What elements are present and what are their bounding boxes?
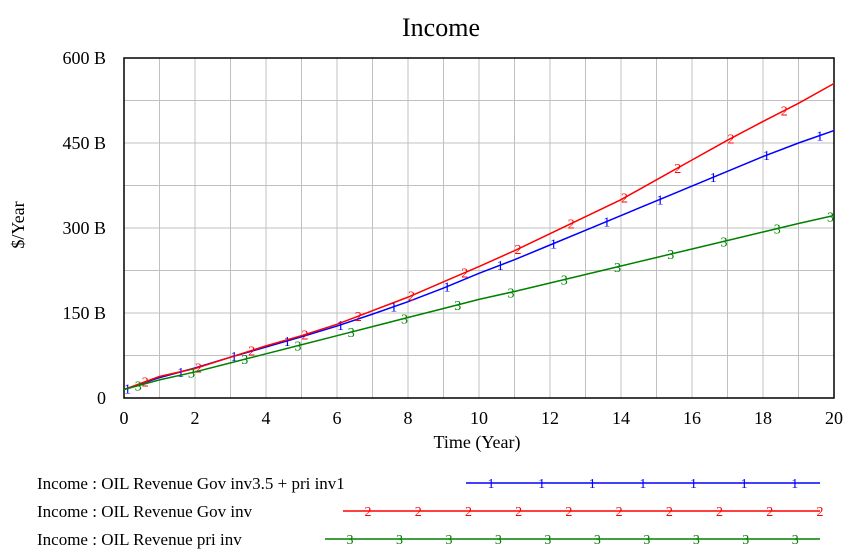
series-marker-1: 1 — [231, 350, 238, 365]
series-marker-3: 3 — [188, 367, 195, 382]
series-marker-3: 3 — [348, 326, 355, 341]
legend-marker: 2 — [515, 505, 522, 520]
x-tick-label: 20 — [825, 408, 843, 428]
legend-marker: 1 — [589, 477, 596, 492]
legend-marker: 2 — [666, 505, 673, 520]
x-tick-label: 10 — [470, 408, 488, 428]
legend-marker: 2 — [365, 505, 372, 520]
legend-marker: 3 — [693, 533, 700, 548]
series-marker-2: 2 — [195, 361, 202, 376]
series-marker-1: 1 — [657, 193, 664, 208]
legend-label: Income : OIL Revenue pri inv — [37, 530, 242, 549]
series-marker-1: 1 — [603, 215, 610, 230]
series-marker-1: 1 — [710, 171, 717, 186]
grid — [124, 58, 834, 398]
legend-label: Income : OIL Revenue Gov inv — [37, 502, 253, 521]
y-tick-label: 600 B — [62, 48, 106, 68]
legend-marker: 2 — [415, 505, 422, 520]
series-marker-2: 2 — [515, 243, 522, 258]
x-tick-label: 4 — [262, 408, 271, 428]
legend: Income : OIL Revenue Gov inv3.5 + pri in… — [37, 474, 824, 549]
legend-marker: 3 — [742, 533, 749, 548]
legend-marker: 3 — [396, 533, 403, 548]
legend-marker: 3 — [544, 533, 551, 548]
legend-marker: 2 — [817, 505, 824, 520]
x-tick-label: 0 — [120, 408, 129, 428]
series-layer: 1111111111111122222222222223333333333333… — [123, 82, 835, 397]
legend-marker: 3 — [643, 533, 650, 548]
series-marker-1: 1 — [177, 366, 184, 381]
series-marker-1: 1 — [816, 130, 823, 145]
legend-marker: 1 — [488, 477, 495, 492]
x-tick-label: 16 — [683, 408, 701, 428]
series-marker-2: 2 — [248, 344, 255, 359]
legend-marker: 3 — [594, 533, 601, 548]
legend-marker: 3 — [347, 533, 354, 548]
legend-marker: 2 — [766, 505, 773, 520]
legend-marker: 1 — [791, 477, 798, 492]
legend-marker: 3 — [495, 533, 502, 548]
plot-frame — [123, 57, 835, 399]
series-marker-1: 1 — [337, 319, 344, 334]
legend-marker: 2 — [565, 505, 572, 520]
y-tick-label: 300 B — [62, 218, 106, 238]
legend-marker: 3 — [445, 533, 452, 548]
series-marker-1: 1 — [550, 238, 557, 253]
series-marker-2: 2 — [781, 105, 788, 120]
series-line-2 — [123, 82, 835, 391]
series-marker-1: 1 — [763, 149, 770, 164]
x-axis: 0 2 4 6 8 10 12 14 16 18 20 — [120, 408, 844, 428]
series-marker-1: 1 — [497, 259, 504, 274]
y-tick-label: 0 — [97, 388, 106, 408]
legend-marker: 2 — [465, 505, 472, 520]
y-axis-label: $/Year — [8, 201, 28, 248]
series-marker-1: 1 — [390, 301, 397, 316]
series-marker-3: 3 — [135, 380, 142, 395]
series-marker-3: 3 — [720, 235, 727, 250]
series-marker-3: 3 — [401, 312, 408, 327]
legend-marker: 2 — [616, 505, 623, 520]
chart-title: Income — [402, 13, 480, 42]
series-marker-3: 3 — [241, 353, 248, 368]
legend-marker: 2 — [716, 505, 723, 520]
series-marker-1: 1 — [124, 382, 131, 397]
series-marker-2: 2 — [621, 192, 628, 207]
x-axis-label: Time (Year) — [433, 432, 520, 453]
x-tick-label: 6 — [333, 408, 342, 428]
series-marker-2: 2 — [461, 267, 468, 282]
series-marker-3: 3 — [507, 286, 514, 301]
series-marker-3: 3 — [667, 248, 674, 263]
series-marker-2: 2 — [568, 217, 575, 232]
series-marker-3: 3 — [294, 340, 301, 355]
legend-label: Income : OIL Revenue Gov inv3.5 + pri in… — [37, 474, 345, 493]
series-marker-2: 2 — [674, 162, 681, 177]
legend-marker: 1 — [741, 477, 748, 492]
y-axis: 0 150 B 300 B 450 B 600 B — [62, 48, 106, 408]
series-marker-2: 2 — [728, 132, 735, 147]
series-marker-2: 2 — [302, 329, 309, 344]
series-marker-3: 3 — [561, 274, 568, 289]
series-marker-3: 3 — [774, 223, 781, 238]
x-tick-label: 14 — [612, 408, 630, 428]
x-tick-label: 8 — [404, 408, 413, 428]
series-marker-1: 1 — [444, 281, 451, 296]
y-tick-label: 450 B — [62, 133, 106, 153]
y-tick-label: 150 B — [62, 303, 106, 323]
series-marker-3: 3 — [454, 299, 461, 314]
legend-marker: 1 — [538, 477, 545, 492]
series-line-3 — [123, 214, 835, 391]
x-tick-label: 18 — [754, 408, 772, 428]
series-marker-3: 3 — [614, 261, 621, 276]
legend-marker: 1 — [690, 477, 697, 492]
series-marker-2: 2 — [408, 290, 415, 305]
x-tick-label: 2 — [191, 408, 200, 428]
series-marker-2: 2 — [355, 310, 362, 325]
series-marker-1: 1 — [284, 335, 291, 350]
legend-marker: 3 — [792, 533, 799, 548]
x-tick-label: 12 — [541, 408, 559, 428]
legend-marker: 1 — [639, 477, 646, 492]
series-marker-3: 3 — [827, 210, 834, 225]
